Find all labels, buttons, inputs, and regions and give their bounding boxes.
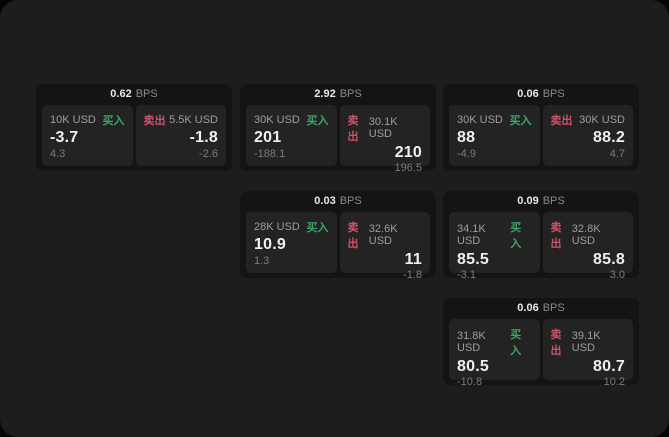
buy-label: 买入	[510, 222, 522, 250]
sell-label: 卖出	[550, 329, 562, 357]
sell-panel[interactable]: 卖出 30.1K USD 210 196.5	[339, 105, 430, 174]
quote-card: 2.92 BPS 30K USD 买入 201 -188.1 卖出 30.1K …	[240, 84, 436, 174]
buy-label: 买入	[306, 115, 329, 127]
sell-label: 卖出	[550, 115, 573, 127]
sell-label: 卖出	[347, 222, 359, 250]
bps-value: 0.06	[517, 302, 539, 314]
sell-price: 11	[404, 251, 422, 268]
buy-label: 买入	[509, 115, 532, 127]
bps-value: 2.92	[314, 88, 336, 100]
sell-panel[interactable]: 卖出 32.8K USD 85.8 3.0	[542, 212, 633, 281]
sell-delta: 10.2	[603, 376, 625, 388]
sell-price: -1.8	[189, 129, 218, 146]
sell-size: 32.8K USD	[571, 223, 601, 247]
buy-size: 30K USD	[254, 114, 300, 126]
buy-price: 85.5	[457, 251, 489, 268]
buy-delta: -10.8	[457, 376, 483, 388]
card-header: 0.06 BPS	[449, 84, 633, 105]
buy-panel[interactable]: 34.1K USD 买入 85.5 -3.1	[449, 212, 540, 281]
card-header: 2.92 BPS	[246, 84, 430, 105]
bps-unit-label: BPS	[542, 302, 565, 314]
sell-label: 卖出	[550, 222, 562, 250]
buy-delta: 1.3	[254, 255, 270, 267]
bps-value: 0.62	[110, 88, 132, 100]
quote-card: 0.03 BPS 28K USD 买入 10.9 1.3 卖出 32.6K US…	[240, 191, 436, 281]
bps-value: 0.06	[517, 88, 539, 100]
buy-price: 201	[254, 129, 282, 146]
card-header: 0.09 BPS	[449, 191, 633, 212]
buy-label: 买入	[102, 115, 125, 127]
buy-size: 34.1K USD	[457, 223, 486, 247]
bps-unit-label: BPS	[339, 88, 362, 100]
buy-size: 31.8K USD	[457, 330, 486, 354]
sell-label: 卖出	[143, 115, 166, 127]
sell-delta: 196.5	[394, 162, 422, 174]
buy-size: 10K USD	[50, 114, 96, 126]
buy-price: 80.5	[457, 358, 489, 375]
quote-card: 0.09 BPS 34.1K USD 买入 85.5 -3.1 卖出 32.8K…	[443, 191, 639, 281]
sell-size: 30K USD	[579, 114, 625, 126]
sell-price: 80.7	[593, 358, 625, 375]
bps-unit-label: BPS	[135, 88, 158, 100]
card-header: 0.06 BPS	[449, 298, 633, 319]
sell-price: 88.2	[593, 129, 625, 146]
card-header: 0.62 BPS	[42, 84, 226, 105]
buy-panel[interactable]: 30K USD 买入 88 -4.9	[449, 105, 540, 166]
buy-delta: -3.1	[457, 269, 476, 281]
buy-panel[interactable]: 28K USD 买入 10.9 1.3	[246, 212, 337, 273]
buy-delta: 4.3	[50, 148, 66, 160]
sell-size: 32.6K USD	[368, 223, 398, 247]
buy-price: 88	[457, 129, 476, 146]
sell-panel[interactable]: 卖出 39.1K USD 80.7 10.2	[542, 319, 633, 388]
buy-panel[interactable]: 10K USD 买入 -3.7 4.3	[42, 105, 133, 166]
buy-size: 28K USD	[254, 221, 300, 233]
buy-price: 10.9	[254, 236, 286, 253]
sell-price: 85.8	[593, 251, 625, 268]
sell-size: 30.1K USD	[368, 116, 398, 140]
buy-delta: -188.1	[254, 148, 286, 160]
sell-delta: -1.8	[403, 269, 422, 281]
sell-delta: 4.7	[609, 148, 625, 160]
sell-price: 210	[394, 144, 422, 161]
quote-card: 0.06 BPS 30K USD 买入 88 -4.9 卖出 30K USD 8…	[443, 84, 639, 171]
bps-value: 0.09	[517, 195, 539, 207]
sell-delta: -2.6	[199, 148, 218, 160]
quote-card: 0.06 BPS 31.8K USD 买入 80.5 -10.8 卖出 39.1…	[443, 298, 639, 388]
sell-size: 39.1K USD	[571, 330, 601, 354]
sell-panel[interactable]: 卖出 32.6K USD 11 -1.8	[339, 212, 430, 281]
buy-size: 30K USD	[457, 114, 503, 126]
sell-panel[interactable]: 卖出 30K USD 88.2 4.7	[542, 105, 633, 166]
buy-panel[interactable]: 31.8K USD 买入 80.5 -10.8	[449, 319, 540, 388]
buy-label: 买入	[510, 329, 522, 357]
sell-label: 卖出	[347, 115, 359, 143]
sell-delta: 3.0	[609, 269, 625, 281]
bps-value: 0.03	[314, 195, 336, 207]
buy-price: -3.7	[50, 129, 79, 146]
bps-unit-label: BPS	[542, 88, 565, 100]
buy-label: 买入	[306, 222, 329, 234]
bps-unit-label: BPS	[542, 195, 565, 207]
quote-card: 0.62 BPS 10K USD 买入 -3.7 4.3 卖出 5.5K USD…	[36, 84, 232, 171]
buy-panel[interactable]: 30K USD 买入 201 -188.1	[246, 105, 337, 166]
sell-size: 5.5K USD	[169, 114, 218, 126]
buy-delta: -4.9	[457, 148, 476, 160]
sell-panel[interactable]: 卖出 5.5K USD -1.8 -2.6	[135, 105, 226, 166]
bps-unit-label: BPS	[339, 195, 362, 207]
card-header: 0.03 BPS	[246, 191, 430, 212]
